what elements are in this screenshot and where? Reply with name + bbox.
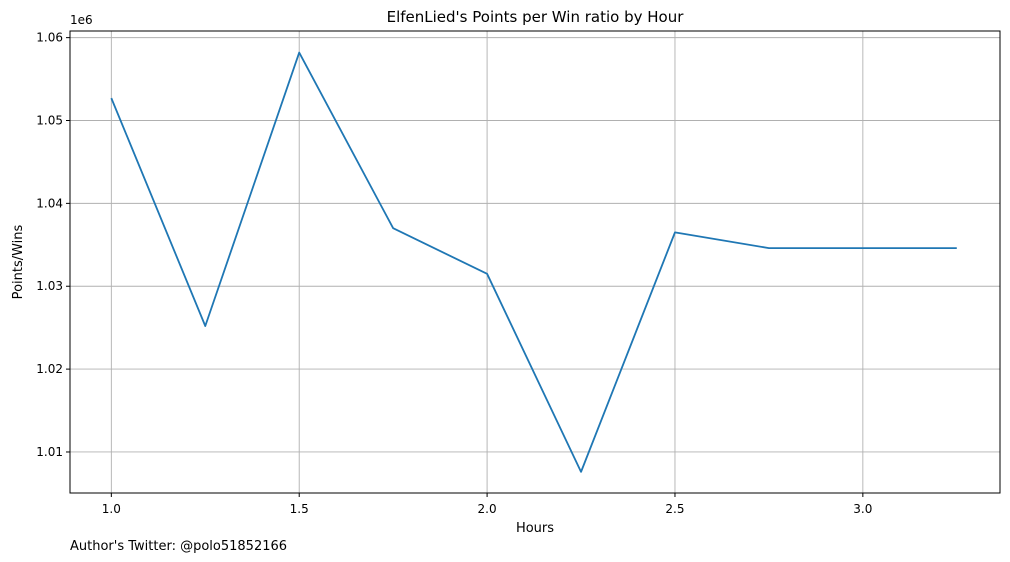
plot-frame [69,30,1001,494]
y-offset-label: 1e6 [70,13,93,27]
chart-title: ElfenLied's Points per Win ratio by Hour [387,8,685,26]
x-tick-label: 3.0 [853,502,872,516]
x-tick-label: 1.0 [102,502,121,516]
author-credit: Author's Twitter: @polo51852166 [70,539,287,554]
y-tick-label: 1.06 [36,31,63,45]
y-tick-label: 1.05 [36,113,63,127]
y-axis-label: Points/Wins [11,224,26,299]
x-tick-label: 2.0 [478,502,497,516]
y-tick-label: 1.01 [36,445,63,459]
y-tick-label: 1.04 [36,196,63,210]
x-axis-label: Hours [516,521,554,536]
x-tick-label: 1.5 [290,502,309,516]
axis-ticks: 1.0 1.5 2.0 2.5 3.0 1.01 1.02 1.03 1.04 1.05 1.06 [36,31,872,516]
series-layer [110,51,957,473]
y-tick-label: 1.03 [36,279,63,293]
y-tick-label: 1.02 [36,362,63,376]
x-tick-label: 2.5 [665,502,684,516]
series-line [110,51,957,473]
grid [70,31,1000,493]
